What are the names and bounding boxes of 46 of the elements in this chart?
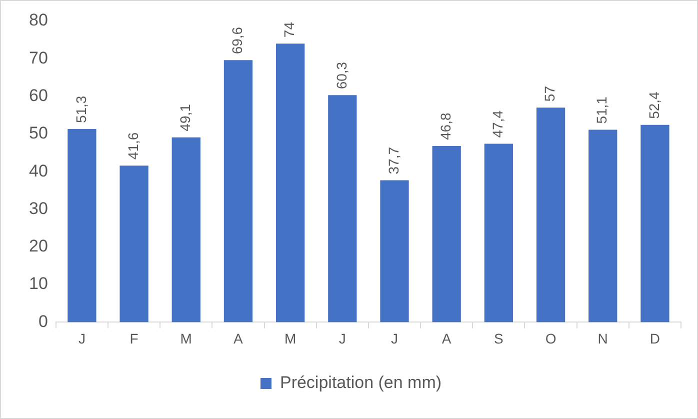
bar: [484, 144, 514, 322]
y-tick-label: 20: [28, 236, 48, 256]
x-tick-label: N: [598, 330, 608, 346]
bar: [328, 95, 357, 322]
y-tick-label: 70: [28, 48, 48, 68]
x-tick-label: J: [391, 330, 398, 346]
data-label: 51,1: [594, 96, 610, 124]
y-tick-label: 50: [28, 124, 48, 143]
y-tick-label: 60: [28, 86, 48, 105]
bar: [276, 44, 305, 322]
bar: [120, 166, 148, 322]
x-tick-label: A: [442, 330, 452, 346]
bar: [224, 60, 253, 322]
data-label: 37,7: [385, 146, 402, 174]
x-tick-label: M: [180, 330, 192, 346]
bar: [536, 108, 566, 322]
x-tick-label: D: [650, 330, 660, 346]
data-label: 46,8: [437, 112, 454, 140]
legend-label: Précipitation (en mm): [280, 373, 442, 392]
data-label: 57: [542, 86, 558, 102]
x-tick-label: J: [338, 330, 346, 346]
y-tick-label: 0: [38, 312, 48, 331]
x-tick-label: J: [78, 330, 86, 346]
x-tick-label: S: [494, 330, 504, 346]
data-label: 74: [281, 22, 298, 38]
data-label: 49,1: [176, 104, 193, 132]
data-label: 69,6: [229, 26, 246, 54]
data-label: 52,4: [646, 91, 662, 119]
bar: [588, 130, 618, 322]
bar: [380, 180, 409, 322]
bar: [68, 129, 96, 322]
y-tick-label: 80: [28, 10, 48, 30]
data-label: 60,3: [333, 62, 350, 90]
x-tick-label: F: [130, 330, 138, 346]
bar: [640, 124, 670, 322]
x-tick-label: M: [284, 330, 296, 346]
x-tick-label: A: [234, 330, 244, 346]
y-tick-label: 10: [28, 274, 48, 294]
data-label: 47,4: [490, 110, 506, 138]
bar: [172, 137, 200, 322]
x-tick-label: O: [545, 330, 556, 346]
y-tick-label: 40: [28, 161, 48, 180]
y-tick-label: 30: [28, 198, 48, 218]
bar: [432, 146, 461, 322]
data-label: 41,6: [124, 132, 141, 160]
data-label: 51,3: [72, 96, 89, 124]
